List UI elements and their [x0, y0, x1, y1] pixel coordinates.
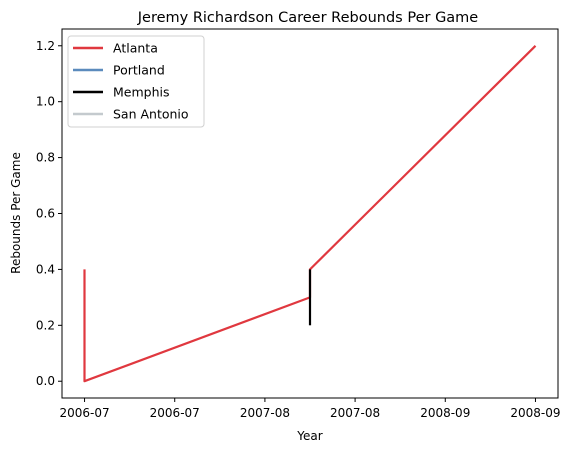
- y-axis: 0.0 0.2 0.4 0.6 0.8 1.0 1.2: [36, 39, 62, 388]
- y-tick-label: 1.0: [36, 95, 55, 109]
- x-tick-label: 2007-08: [330, 406, 380, 420]
- legend-label: Memphis: [113, 85, 170, 100]
- y-tick-label: 0.2: [36, 318, 55, 332]
- y-tick-label: 0.0: [36, 374, 55, 388]
- legend-label: Atlanta: [113, 41, 158, 56]
- x-axis: 2006-07 2006-07 2007-08 2007-08 2008-09 2008-…: [59, 398, 561, 420]
- legend-label: Portland: [113, 63, 165, 78]
- chart-title: Jeremy Richardson Career Rebounds Per Ga…: [137, 10, 479, 26]
- legend-box: [67, 35, 205, 128]
- x-axis-label: Year: [296, 429, 322, 443]
- x-tick-label: 2008-09: [510, 406, 560, 420]
- legend-label: San Antonio: [113, 107, 189, 122]
- x-tick-label: 2006-07: [59, 406, 109, 420]
- y-tick-label: 0.6: [36, 207, 55, 221]
- y-tick-label: 1.2: [36, 39, 55, 53]
- series-layer: [83, 45, 537, 383]
- y-tick-label: 0.4: [36, 262, 55, 276]
- x-tick-label: 2006-07: [150, 406, 200, 420]
- legend: Atlanta Portland Memphis San Antonio: [67, 35, 205, 128]
- y-axis-label: Rebounds Per Game: [9, 152, 23, 274]
- x-tick-label: 2007-08: [240, 406, 290, 420]
- x-tick-label: 2008-09: [420, 406, 470, 420]
- y-tick-label: 0.8: [36, 151, 55, 165]
